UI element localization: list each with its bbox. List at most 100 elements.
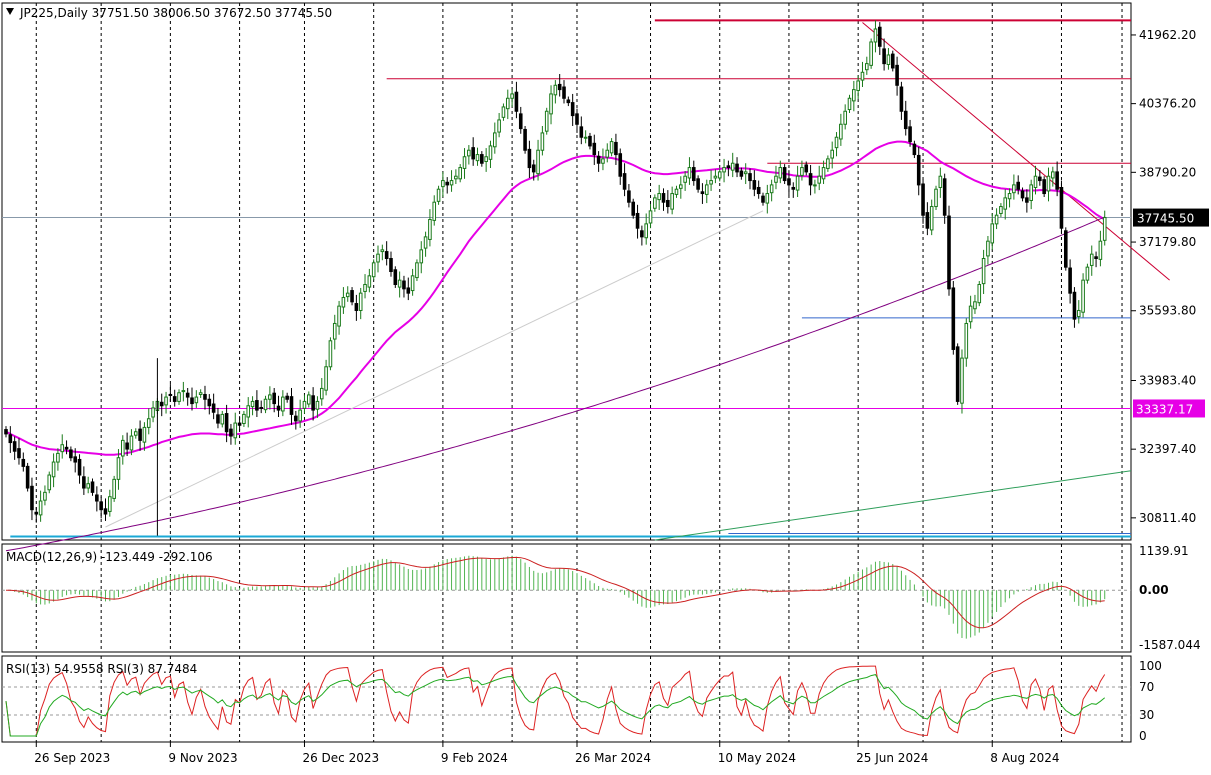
current-price-tag <box>1133 208 1209 227</box>
candle-body <box>151 407 155 418</box>
candle-body <box>951 287 956 350</box>
candle-body <box>69 449 73 459</box>
candle-body <box>739 170 744 177</box>
candle-body <box>661 193 666 203</box>
candle-body <box>791 186 796 190</box>
candle-body <box>30 485 34 511</box>
candle-body <box>129 435 134 451</box>
candle-body <box>903 110 908 130</box>
candle-body <box>843 110 847 125</box>
candle-body <box>1033 175 1038 188</box>
candle-body <box>25 465 30 489</box>
candle-body <box>38 500 43 516</box>
macd-header: MACD(12,26,9) -123.449 -292.106 <box>6 550 213 564</box>
candle-body <box>631 201 636 216</box>
candle-body <box>34 511 39 515</box>
candle-body <box>1098 240 1103 260</box>
candle-body <box>981 258 986 285</box>
candle-body <box>955 346 960 402</box>
candle-body <box>4 429 8 435</box>
candle-body <box>657 193 661 201</box>
candle-body <box>1055 171 1059 190</box>
candle-body <box>475 154 480 162</box>
candle-body <box>159 401 164 407</box>
candle-body <box>964 322 969 359</box>
candle-body <box>1089 253 1094 266</box>
candle-body <box>389 258 393 272</box>
candle-body <box>813 184 817 187</box>
y-tick-label: 33983.40 <box>1139 373 1196 387</box>
macd-tick-label: -1587.044 <box>1139 638 1201 652</box>
candle-body <box>1102 217 1107 241</box>
candle-body <box>380 249 385 253</box>
ascending-trendline <box>654 470 1132 541</box>
candle-body <box>973 301 977 310</box>
candle-body <box>588 135 592 147</box>
x-tick-label: 26 Sep 2023 <box>34 751 110 765</box>
candle-body <box>1051 171 1055 179</box>
candle-body <box>294 415 298 422</box>
candle-body <box>1038 176 1042 182</box>
y-tick-label: 37179.80 <box>1139 235 1196 249</box>
candle-body <box>830 149 835 159</box>
candle-body <box>730 162 735 171</box>
candle-body <box>557 83 562 91</box>
candle-body <box>536 149 540 175</box>
candle-body <box>570 102 575 117</box>
candle-body <box>960 357 964 404</box>
candle-body <box>1059 186 1064 229</box>
candle-body <box>1081 279 1085 313</box>
candle-body <box>635 212 640 229</box>
candle-body <box>332 322 337 340</box>
candle-body <box>670 193 674 210</box>
candle-body <box>43 491 47 501</box>
rsi-tick-label: 70 <box>1139 680 1154 694</box>
candle-body <box>644 223 648 239</box>
candle-body <box>527 148 532 169</box>
candle-body <box>90 481 95 493</box>
candle-body <box>596 155 601 164</box>
candle-body <box>216 414 220 424</box>
candle-body <box>921 183 925 216</box>
candle-body <box>531 164 536 173</box>
candle-body <box>449 180 454 186</box>
y-tick-label: 38790.20 <box>1139 165 1196 179</box>
candle-body <box>367 275 372 288</box>
candle-body <box>899 86 904 112</box>
candle-body <box>82 476 86 489</box>
candle-body <box>488 145 493 160</box>
candle-body <box>255 400 259 411</box>
candle-body <box>566 99 571 104</box>
candle-body <box>306 394 311 405</box>
candle-body <box>1094 256 1098 260</box>
candle-body <box>480 154 484 164</box>
candle-body <box>826 158 830 169</box>
candle-body <box>112 478 116 499</box>
candle-body <box>51 461 56 478</box>
candle-body <box>315 400 320 410</box>
candle-body <box>73 456 78 463</box>
candle-body <box>696 178 700 190</box>
x-tick-label: 26 Dec 2023 <box>302 751 379 765</box>
candle-body <box>393 269 398 285</box>
candle-body <box>77 458 82 476</box>
candle-body <box>328 340 333 368</box>
candle-body <box>622 173 627 190</box>
candle-body <box>436 188 441 202</box>
macd-signal-line <box>5 556 1105 629</box>
candle-body <box>890 53 895 69</box>
candle-body <box>358 292 363 311</box>
candle-body <box>653 197 657 209</box>
candle-body <box>860 71 865 81</box>
candle-body <box>12 441 17 452</box>
candle-body <box>242 413 246 425</box>
candle-body <box>549 93 553 115</box>
collapse-triangle-icon[interactable] <box>6 8 14 15</box>
rsi-tick-label: 30 <box>1139 708 1154 722</box>
candle-body <box>601 158 605 164</box>
candle-body <box>493 132 497 148</box>
candle-body <box>410 275 415 292</box>
candle-body <box>250 400 255 408</box>
candle-body <box>281 396 285 412</box>
candle-body <box>337 305 341 327</box>
